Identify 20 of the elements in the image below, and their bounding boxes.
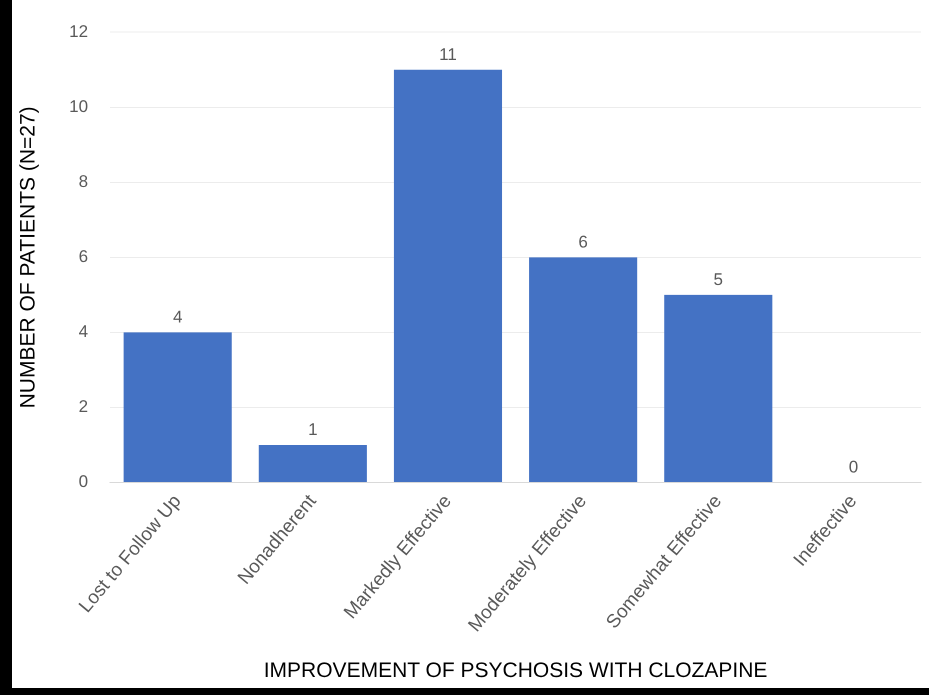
bar xyxy=(664,294,772,482)
x-axis-title: IMPROVEMENT OF PSYCHOSIS WITH CLOZAPINE xyxy=(264,659,768,682)
data-label: 4 xyxy=(172,308,182,327)
bar xyxy=(258,445,367,482)
y-tick-label: 6 xyxy=(78,247,88,266)
data-label: 11 xyxy=(439,44,457,64)
y-tick-label: 10 xyxy=(69,96,88,116)
y-tick-label: 4 xyxy=(78,322,88,342)
bar xyxy=(124,332,232,482)
y-tick-label: 12 xyxy=(69,22,88,41)
data-label: 1 xyxy=(308,420,318,440)
bar xyxy=(394,70,502,482)
y-tick-label: 2 xyxy=(78,397,88,416)
bar xyxy=(529,257,638,482)
y-tick-label: 8 xyxy=(78,172,88,192)
data-label: 6 xyxy=(578,232,588,252)
y-axis-title: NUMBER OF PATIENTS (N=27) xyxy=(16,106,40,408)
data-label: 0 xyxy=(848,458,858,477)
data-label: 5 xyxy=(714,270,724,290)
y-tick-label: 0 xyxy=(78,472,88,492)
